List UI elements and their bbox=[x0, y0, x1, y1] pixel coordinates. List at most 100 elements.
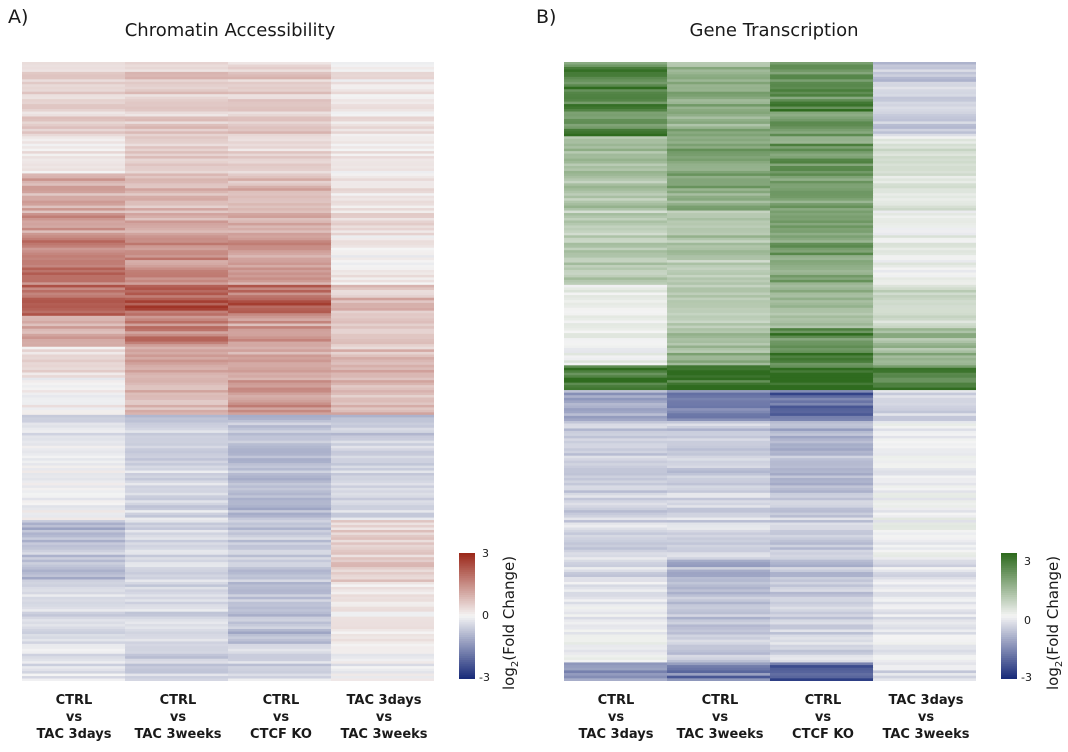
colorbar-step bbox=[1001, 563, 1017, 567]
heatmap-cell bbox=[770, 215, 874, 219]
heatmap-cell bbox=[564, 237, 668, 241]
heatmap-cell bbox=[873, 392, 976, 396]
heatmap-cell bbox=[770, 225, 874, 229]
heatmap-cell bbox=[22, 646, 126, 650]
heatmap-cell bbox=[667, 448, 771, 452]
heatmap-cell bbox=[667, 463, 771, 466]
heatmap-cell bbox=[770, 86, 874, 90]
heatmap-cell bbox=[667, 591, 771, 595]
heatmap-cell bbox=[564, 267, 668, 271]
heatmap-cell bbox=[667, 250, 771, 254]
heatmap-cell bbox=[125, 646, 229, 650]
heatmap-cell bbox=[22, 577, 126, 580]
heatmap-cell bbox=[228, 279, 332, 283]
heatmap-cell bbox=[228, 387, 332, 391]
heatmap-cell bbox=[228, 430, 332, 434]
heatmap-cell bbox=[331, 577, 434, 580]
heatmap-cell bbox=[22, 351, 126, 355]
heatmap-cell bbox=[228, 579, 332, 583]
heatmap-cell bbox=[228, 624, 332, 627]
heatmap-cell bbox=[331, 458, 434, 462]
heatmap-cell bbox=[770, 569, 874, 573]
heatmap-cell bbox=[770, 272, 874, 276]
heatmap-cell bbox=[22, 240, 126, 244]
heatmap-cell bbox=[564, 421, 668, 424]
heatmap-cell bbox=[564, 574, 668, 578]
heatmap-cell bbox=[22, 596, 126, 600]
heatmap-cell bbox=[770, 468, 874, 471]
heatmap-cell bbox=[770, 599, 874, 603]
heatmap-cell bbox=[667, 163, 771, 167]
heatmap-cell bbox=[331, 520, 434, 523]
heatmap-cell bbox=[125, 111, 229, 115]
heatmap-cell bbox=[22, 323, 126, 327]
heatmap-cell bbox=[331, 614, 434, 618]
colorbar-step bbox=[1001, 574, 1017, 577]
heatmap-cell bbox=[667, 485, 771, 489]
heatmap-cell bbox=[667, 435, 771, 439]
heatmap-cell bbox=[22, 564, 126, 568]
colorbar-step bbox=[459, 588, 475, 592]
heatmap-cell bbox=[770, 328, 874, 332]
heatmap-cell bbox=[667, 465, 771, 469]
heatmap-cell bbox=[331, 624, 434, 627]
heatmap-cell bbox=[22, 180, 126, 184]
heatmap-cell bbox=[564, 675, 668, 679]
heatmap-cell bbox=[125, 380, 229, 384]
heatmap-cell bbox=[22, 367, 126, 371]
heatmap-cell bbox=[564, 118, 668, 122]
heatmap-cell bbox=[125, 468, 229, 471]
colorbar-step bbox=[1001, 592, 1017, 596]
heatmap-cell bbox=[22, 237, 126, 241]
heatmap-cell bbox=[770, 621, 874, 625]
heatmap-cell bbox=[228, 407, 332, 411]
heatmap-cell bbox=[564, 279, 668, 283]
heatmap-cell bbox=[331, 136, 434, 140]
heatmap-cell bbox=[564, 295, 668, 298]
heatmap-cell bbox=[228, 128, 332, 132]
heatmap-cell bbox=[667, 395, 771, 399]
heatmap-cell bbox=[873, 81, 976, 85]
heatmap-cell bbox=[667, 649, 771, 653]
heatmap-cell bbox=[564, 657, 668, 661]
heatmap-cell bbox=[770, 380, 874, 384]
heatmap-cell bbox=[125, 475, 229, 479]
heatmap-cell bbox=[22, 517, 126, 521]
heatmap-cell bbox=[770, 91, 874, 95]
heatmap-cell bbox=[564, 497, 668, 501]
heatmap-cell bbox=[873, 572, 976, 575]
heatmap-cell bbox=[667, 579, 771, 583]
heatmap-cell bbox=[22, 190, 126, 194]
heatmap-cell bbox=[770, 604, 874, 608]
heatmap-cell bbox=[770, 213, 874, 216]
heatmap-cell bbox=[564, 165, 668, 169]
heatmap-cell bbox=[667, 245, 771, 249]
heatmap-cell bbox=[22, 208, 126, 211]
heatmap-cell bbox=[228, 584, 332, 588]
heatmap-cell bbox=[125, 279, 229, 283]
heatmap-cell bbox=[873, 151, 976, 155]
heatmap-cell bbox=[331, 269, 434, 273]
heatmap-cell bbox=[873, 557, 976, 561]
heatmap-cell bbox=[564, 649, 668, 653]
heatmap-cell bbox=[331, 539, 434, 543]
heatmap-cell bbox=[564, 265, 668, 268]
heatmap-cell bbox=[667, 400, 771, 404]
heatmap-cell bbox=[22, 629, 126, 632]
heatmap-cell bbox=[564, 170, 668, 174]
heatmap-cell bbox=[873, 217, 976, 221]
heatmap-cell bbox=[873, 440, 976, 444]
heatmap-cell bbox=[228, 369, 332, 373]
heatmap-cell bbox=[228, 295, 332, 299]
heatmap-cell bbox=[228, 619, 332, 622]
heatmap-cell bbox=[228, 151, 332, 155]
heatmap-cell bbox=[564, 594, 668, 598]
heatmap-cell bbox=[873, 66, 976, 70]
colorbar-step bbox=[1001, 586, 1017, 590]
heatmap-cell bbox=[564, 520, 668, 523]
heatmap-cell bbox=[564, 335, 668, 339]
colorbar-step bbox=[1001, 565, 1017, 569]
heatmap-cell bbox=[667, 380, 771, 384]
chart-title-b: Gene Transcription bbox=[689, 20, 859, 41]
heatmap-cell bbox=[228, 265, 332, 268]
